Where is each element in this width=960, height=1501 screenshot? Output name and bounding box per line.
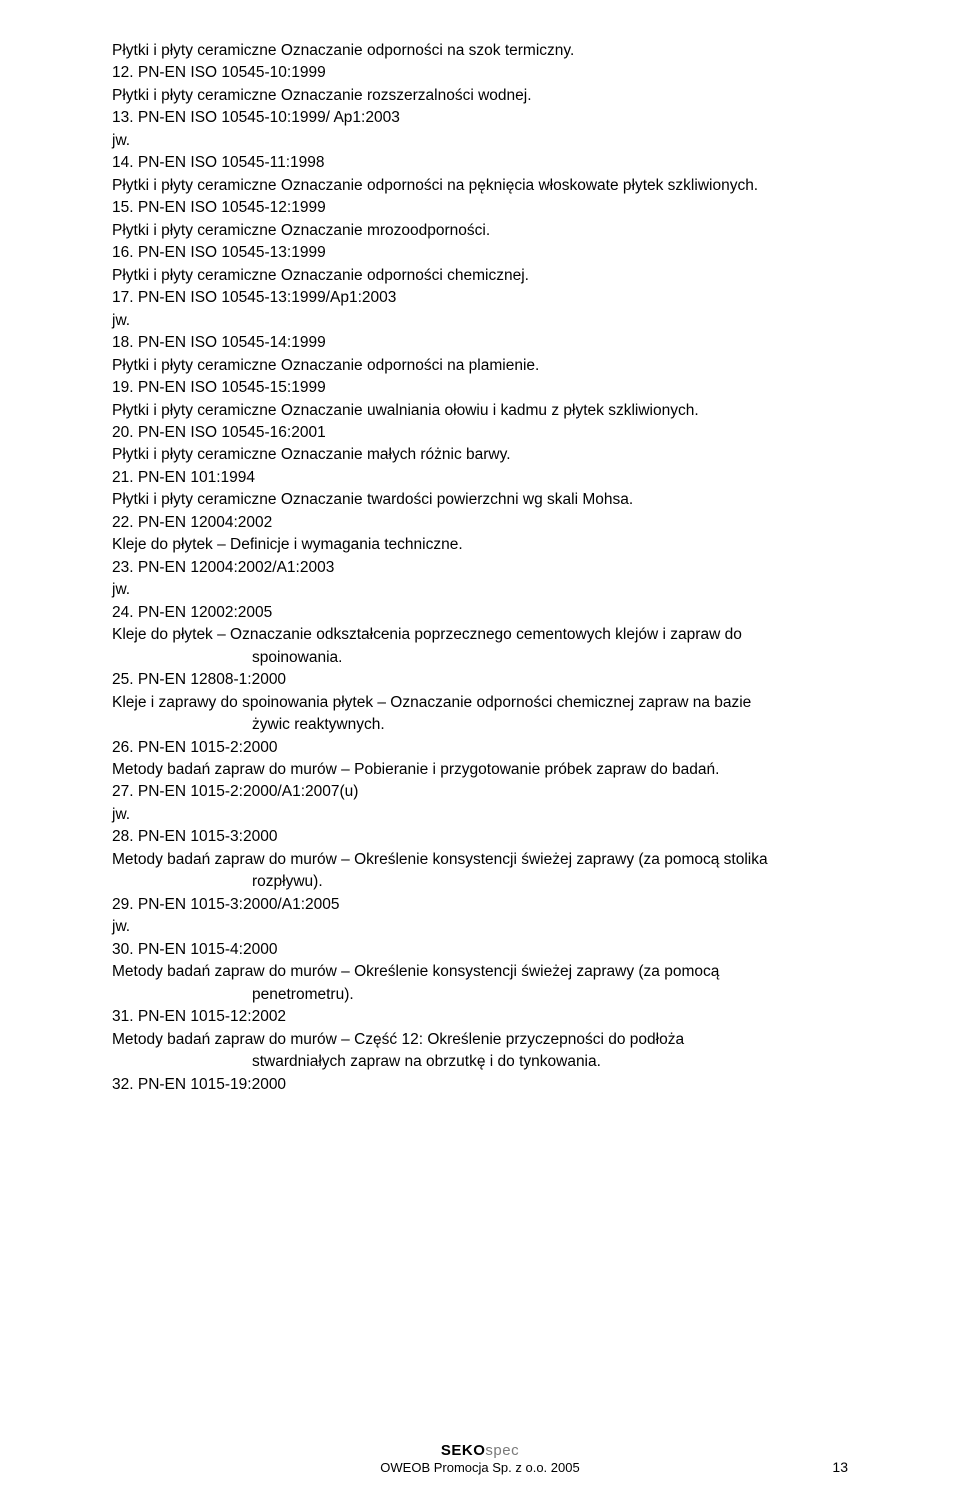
- standard-description: Płytki i płyty ceramiczne Oznaczanie mro…: [112, 220, 848, 242]
- standard-heading: 24. PN-EN 12002:2005: [112, 602, 848, 624]
- standard-heading: 19. PN-EN ISO 10545-15:1999: [112, 377, 848, 399]
- standard-heading: 32. PN-EN 1015-19:2000: [112, 1074, 848, 1096]
- standard-description-continuation: stwardniałych zapraw na obrzutkę i do ty…: [112, 1051, 848, 1073]
- jw-abbrev: jw.: [112, 130, 848, 152]
- standard-description: Płytki i płyty ceramiczne Oznaczanie odp…: [112, 40, 848, 62]
- standard-heading: 22. PN-EN 12004:2002: [112, 512, 848, 534]
- standard-heading: 17. PN-EN ISO 10545-13:1999/Ap1:2003: [112, 287, 848, 309]
- standard-description-continuation: rozpływu).: [112, 871, 848, 893]
- footer-logo-seko: SEKO: [441, 1442, 486, 1459]
- standard-heading: 23. PN-EN 12004:2002/A1:2003: [112, 557, 848, 579]
- page-number: 13: [832, 1459, 848, 1475]
- page-footer: SEKOspec OWEOB Promocja Sp. z o.o. 2005: [112, 1442, 848, 1475]
- standard-description: Metody badań zapraw do murów – Określeni…: [112, 849, 848, 871]
- standard-description: Metody badań zapraw do murów – Określeni…: [112, 961, 848, 983]
- standard-heading: 20. PN-EN ISO 10545-16:2001: [112, 422, 848, 444]
- standard-heading: 16. PN-EN ISO 10545-13:1999: [112, 242, 848, 264]
- standard-heading: 21. PN-EN 101:1994: [112, 467, 848, 489]
- standard-heading: 14. PN-EN ISO 10545-11:1998: [112, 152, 848, 174]
- standard-description-continuation: spoinowania.: [112, 647, 848, 669]
- standard-heading: 26. PN-EN 1015-2:2000: [112, 737, 848, 759]
- standard-description: Kleje i zaprawy do spoinowania płytek – …: [112, 692, 848, 714]
- standard-heading: 27. PN-EN 1015-2:2000/A1:2007(u): [112, 781, 848, 803]
- standard-description: Płytki i płyty ceramiczne Oznaczanie odp…: [112, 265, 848, 287]
- standard-description: Płytki i płyty ceramiczne Oznaczanie odp…: [112, 355, 848, 377]
- standard-heading: 15. PN-EN ISO 10545-12:1999: [112, 197, 848, 219]
- standard-heading: 25. PN-EN 12808-1:2000: [112, 669, 848, 691]
- document-page: Płytki i płyty ceramiczne Oznaczanie odp…: [0, 0, 960, 1096]
- standard-description: Płytki i płyty ceramiczne Oznaczanie uwa…: [112, 400, 848, 422]
- standard-description: Płytki i płyty ceramiczne Oznaczanie twa…: [112, 489, 848, 511]
- jw-abbrev: jw.: [112, 916, 848, 938]
- jw-abbrev: jw.: [112, 310, 848, 332]
- standard-description-continuation: penetrometru).: [112, 984, 848, 1006]
- footer-subtitle: OWEOB Promocja Sp. z o.o. 2005: [112, 1460, 848, 1475]
- standard-heading: 28. PN-EN 1015-3:2000: [112, 826, 848, 848]
- standard-heading: 29. PN-EN 1015-3:2000/A1:2005: [112, 894, 848, 916]
- standard-description: Płytki i płyty ceramiczne Oznaczanie roz…: [112, 85, 848, 107]
- standard-description: Płytki i płyty ceramiczne Oznaczanie mał…: [112, 444, 848, 466]
- jw-abbrev: jw.: [112, 579, 848, 601]
- footer-logo-spec: spec: [485, 1442, 519, 1459]
- standard-heading: 18. PN-EN ISO 10545-14:1999: [112, 332, 848, 354]
- standard-description: Kleje do płytek – Definicje i wymagania …: [112, 534, 848, 556]
- standard-heading: 31. PN-EN 1015-12:2002: [112, 1006, 848, 1028]
- standard-description: Metody badań zapraw do murów – Pobierani…: [112, 759, 848, 781]
- standard-heading: 30. PN-EN 1015-4:2000: [112, 939, 848, 961]
- standard-description-continuation: żywic reaktywnych.: [112, 714, 848, 736]
- standard-description: Kleje do płytek – Oznaczanie odkształcen…: [112, 624, 848, 646]
- standard-heading: 12. PN-EN ISO 10545-10:1999: [112, 62, 848, 84]
- jw-abbrev: jw.: [112, 804, 848, 826]
- standard-description: Metody badań zapraw do murów – Część 12:…: [112, 1029, 848, 1051]
- standard-description: Płytki i płyty ceramiczne Oznaczanie odp…: [112, 175, 848, 197]
- standard-heading: 13. PN-EN ISO 10545-10:1999/ Ap1:2003: [112, 107, 848, 129]
- footer-logo: SEKOspec: [112, 1442, 848, 1459]
